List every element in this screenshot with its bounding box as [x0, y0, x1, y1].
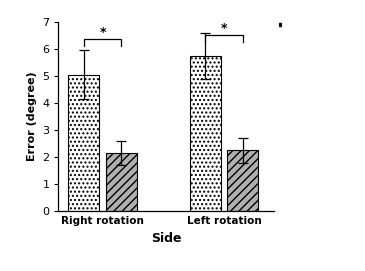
Bar — [190, 56, 221, 211]
Bar — [106, 153, 137, 211]
Y-axis label: Error (degree): Error (degree) — [27, 72, 37, 161]
Text: *: * — [99, 26, 106, 39]
X-axis label: Side: Side — [151, 232, 181, 245]
Legend: , : , — [279, 22, 281, 27]
Bar — [68, 75, 99, 211]
Bar — [227, 150, 258, 211]
Text: *: * — [221, 22, 227, 35]
